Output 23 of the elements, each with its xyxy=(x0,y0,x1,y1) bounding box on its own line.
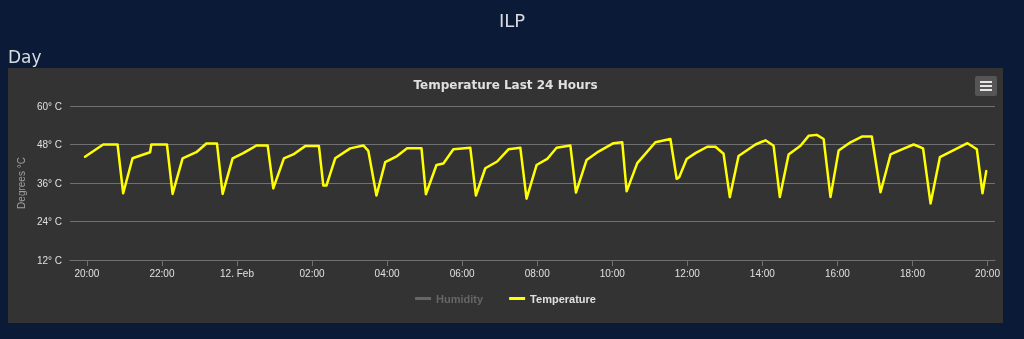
x-tick-label: 20:00 xyxy=(974,267,1001,279)
y-tick-label: 12° C xyxy=(36,254,63,266)
x-tick-label: 04:00 xyxy=(374,267,401,279)
x-tick-label: 14:00 xyxy=(749,267,776,279)
legend-label: Temperature xyxy=(530,292,596,305)
x-tick-label: 10:00 xyxy=(599,267,626,279)
x-tick-label: 16:00 xyxy=(824,267,851,279)
x-tick-label: 20:00 xyxy=(74,267,100,279)
y-tick-label: 36° C xyxy=(36,177,63,189)
y-axis-title: Degrees °C xyxy=(15,157,27,209)
text: ILP xyxy=(497,10,527,31)
y-tick-label: 60° C xyxy=(36,100,63,112)
x-tick-label: 18:00 xyxy=(899,267,926,279)
x-tick-label: 06:00 xyxy=(449,267,476,279)
y-tick-label: 48° C xyxy=(36,139,63,150)
x-tick-label: 02:00 xyxy=(299,267,325,279)
x-tick-label: 12. Feb xyxy=(220,267,255,279)
x-tick-label: 12:00 xyxy=(674,267,701,279)
x-tick-label: 08:00 xyxy=(524,267,551,279)
y-tick-label: 24° C xyxy=(36,216,63,227)
chart-title: Temperature Last 24 Hours xyxy=(413,78,598,92)
text: Day xyxy=(8,47,42,67)
x-tick-label: 22:00 xyxy=(149,267,175,279)
